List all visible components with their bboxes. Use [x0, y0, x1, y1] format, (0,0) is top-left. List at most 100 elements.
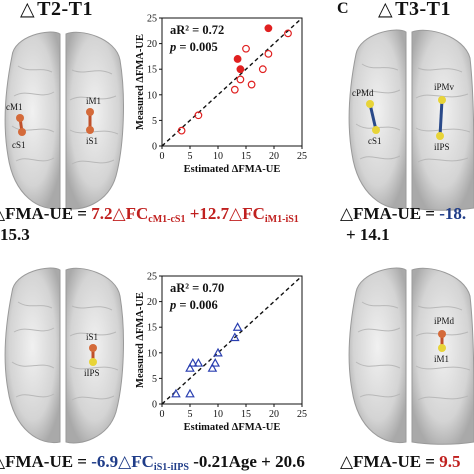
data-point-triangle: [210, 358, 221, 367]
edge-ipmv-iips: [438, 99, 444, 137]
panel-a-header: △ T2-T1: [20, 0, 93, 20]
data-point-filled: [264, 24, 273, 33]
scatter-chart-t2: 0 5 10 15 20 25 0 5 10 15 20 25 Estimated ΔFMA-UE Mea…: [135, 14, 307, 176]
stat-p-value: = 0.005: [176, 40, 218, 54]
x-tick-label: 5: [188, 409, 193, 420]
stat-r2: aR² = 0.70: [170, 281, 224, 295]
stat-p: p = 0.006: [169, 298, 218, 312]
brain-top-right: cPMd cS1 iPMv iIPS: [348, 29, 474, 211]
label-im1: iM1: [86, 96, 101, 106]
label-cs1-c: cS1: [368, 136, 382, 146]
data-point-filled: [233, 55, 242, 63]
brain-bottom-right: iPMd iM1: [348, 267, 474, 445]
x-tick-label: 20: [269, 151, 279, 162]
brain-bottom-left: iS1 iIPS: [4, 267, 124, 444]
y-tick-label: 0: [152, 142, 157, 153]
x-tick-label: 20: [269, 409, 279, 420]
stat-p-symbol: p: [169, 40, 176, 54]
node-cs1: [18, 128, 26, 136]
stat-p-symbol: p: [169, 298, 176, 312]
data-point-open: [230, 85, 239, 94]
triangle-icon-c: △: [378, 0, 394, 20]
y-tick-label: 20: [147, 297, 157, 308]
x-tick-label: 10: [213, 409, 223, 420]
data-point-open: [194, 111, 203, 120]
y-tick-label: 10: [147, 348, 157, 359]
data-point-filled: [236, 65, 245, 74]
y-tick-label: 5: [152, 374, 157, 385]
data-point-triangle: [171, 388, 181, 398]
node-im1-d: [438, 344, 446, 352]
data-point-open: [264, 49, 273, 58]
node-im1: [86, 108, 94, 116]
node-cm1: [16, 114, 24, 122]
triangle-icon: △: [20, 0, 36, 20]
y-tick-label: 15: [147, 65, 157, 76]
plot-frame: [161, 17, 303, 147]
label-cpmd: cPMd: [352, 88, 374, 98]
data-point-triangle: [185, 388, 195, 398]
label-cs1: cS1: [12, 140, 26, 150]
formula-a: △FMA-UE = 7.2△FCcM1-cS1 +12.7△FCiM1-iS1: [0, 204, 299, 225]
x-tick-label: 0: [160, 409, 165, 420]
scatter-chart-t2-b: 0 5 10 15 20 25 0 5 10 15 20 25 Estimated ΔFMA-UE Mea…: [135, 272, 307, 434]
stat-p-value: = 0.006: [176, 298, 218, 312]
data-point-triangle: [207, 363, 218, 372]
label-iips-c: iIPS: [434, 142, 450, 152]
data-point-triangle: [229, 332, 240, 342]
y-tick-label: 5: [152, 116, 157, 127]
x-tick-label: 15: [241, 151, 251, 162]
y-tick-label: 25: [147, 14, 157, 25]
x-tick-label: 5: [188, 151, 193, 162]
y-tick-label: 25: [147, 272, 157, 283]
node-cpmd: [366, 100, 374, 108]
formula-c-cont: + 14.1: [346, 225, 390, 244]
data-point-triangle: [187, 358, 198, 367]
data-point-open: [242, 44, 250, 53]
label-ipmv: iPMv: [434, 82, 455, 92]
node-iips-c: [436, 132, 444, 140]
data-point-open: [258, 65, 267, 74]
formula-a-cont: 15.3: [0, 225, 30, 244]
node-ipmv: [438, 96, 446, 104]
x-axis-label: Estimated ΔFMA-UE: [184, 422, 281, 433]
y-tick-label: 15: [147, 323, 157, 334]
brain-top-left: cM1 cS1 iM1 iS1: [4, 31, 124, 210]
data-point-open: [177, 126, 186, 135]
data-point-triangle: [232, 322, 243, 331]
data-point-open: [284, 29, 292, 38]
edge-cpmd-cs1: [368, 103, 378, 131]
x-tick-label: 0: [160, 151, 165, 162]
stat-p: p = 0.005: [169, 40, 218, 54]
delta-icon: △: [0, 204, 5, 223]
formula-d: △FMA-UE = 9.5: [340, 452, 461, 471]
node-iips-b: [89, 358, 97, 366]
identity-line: [161, 17, 303, 147]
label-ipmd: iPMd: [434, 316, 455, 326]
x-tick-label: 15: [241, 409, 251, 420]
formula-c: △FMA-UE = -18.: [340, 204, 467, 223]
node-is1-b: [89, 344, 97, 352]
label-im1-d: iM1: [434, 354, 449, 364]
label-cm1: cM1: [6, 102, 23, 112]
plot-frame: [161, 275, 303, 405]
y-tick-label: 10: [147, 90, 157, 101]
label-is1-b: iS1: [86, 332, 98, 342]
data-point-triangle: [193, 358, 204, 367]
panel-c-header: △ T3-T1: [378, 0, 451, 20]
node-cs1-c: [372, 126, 380, 134]
stat-r2: aR² = 0.72: [170, 23, 224, 37]
panel-c-letter: C: [337, 0, 349, 17]
x-tick-label: 25: [297, 409, 307, 420]
data-point-triangle: [185, 363, 195, 372]
formula-b: △FMA-UE = -6.9△FCiS1-iIPS -0.21Age + 20.…: [0, 452, 305, 473]
label-is1: iS1: [86, 136, 98, 146]
y-axis-label: Measured ΔFMA-UE: [135, 34, 146, 130]
data-point-open: [247, 80, 256, 89]
label-iips-b: iIPS: [84, 368, 100, 378]
y-tick-label: 20: [147, 39, 157, 50]
data-point-open: [236, 75, 245, 84]
node-ipmd: [438, 330, 446, 338]
x-tick-label: 10: [213, 151, 223, 162]
y-tick-label: 0: [152, 400, 157, 411]
